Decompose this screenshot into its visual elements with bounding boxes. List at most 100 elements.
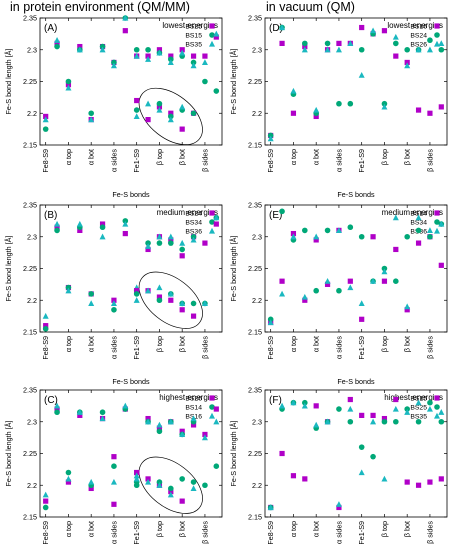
data-point	[167, 233, 174, 240]
data-point	[179, 431, 186, 438]
data-point	[76, 409, 83, 415]
highlight-ellipse	[138, 271, 203, 329]
data-point	[213, 418, 220, 425]
data-point	[392, 214, 399, 221]
y-tick-label: 2.35	[23, 201, 37, 210]
x-tick-label: α sides	[109, 149, 118, 172]
x-tick-label: Fe8-S9	[41, 149, 50, 173]
x-tick-label: β top	[155, 149, 164, 165]
data-point	[110, 62, 117, 69]
data-point	[324, 281, 331, 287]
y-axis-label: Fe-S bond length [Å]	[229, 421, 238, 487]
data-point	[88, 291, 94, 297]
data-point	[156, 233, 163, 240]
right-column-header: in vacuum (QM)	[266, 0, 355, 14]
legend-marker	[434, 210, 440, 216]
data-point	[393, 396, 399, 403]
data-point	[42, 491, 49, 498]
data-point	[415, 399, 422, 406]
data-point	[88, 300, 95, 307]
data-point	[156, 106, 163, 113]
x-tick-label: β top	[155, 336, 164, 352]
legend-label: BS24	[410, 33, 427, 40]
y-tick-label: 2.3	[27, 232, 37, 241]
data-point	[347, 396, 353, 403]
x-tick-label: Fe1-S9	[357, 336, 366, 360]
legend-marker	[434, 32, 440, 38]
y-tick-label: 2.25	[23, 449, 37, 458]
data-point	[54, 409, 60, 416]
panel-label: (D)	[269, 23, 283, 34]
x-tick-label: α sides	[109, 521, 118, 544]
data-point	[88, 485, 94, 492]
legend-marker	[434, 227, 440, 234]
data-point	[202, 78, 208, 85]
x-tick-label: α bot	[87, 336, 96, 352]
data-point	[393, 418, 399, 425]
data-point	[156, 428, 163, 435]
data-point	[190, 479, 197, 485]
data-point	[179, 126, 185, 132]
data-point	[54, 220, 61, 227]
data-point	[267, 319, 274, 326]
x-tick-label: α top	[289, 336, 298, 352]
x-tick-label: α sides	[334, 149, 343, 172]
legend-label: BS24	[185, 211, 202, 218]
data-point	[99, 415, 106, 422]
data-point	[156, 100, 163, 107]
data-point	[393, 53, 399, 59]
data-point	[168, 110, 174, 116]
data-point	[370, 278, 377, 284]
data-point	[335, 227, 342, 233]
data-point	[99, 224, 106, 231]
data-point	[358, 233, 365, 240]
data-point	[290, 87, 297, 94]
data-point	[54, 224, 60, 230]
data-point	[438, 262, 444, 268]
data-point	[313, 421, 320, 428]
data-point	[133, 291, 140, 297]
legend-marker	[209, 40, 215, 47]
data-point	[133, 482, 140, 489]
y-tick-label: 2.35	[248, 14, 262, 23]
data-point	[370, 27, 377, 34]
y-tick-label: 2.2	[252, 296, 262, 305]
data-point	[336, 40, 342, 46]
data-point	[156, 425, 163, 431]
y-tick-label: 2.3	[27, 417, 37, 426]
data-point	[302, 227, 308, 234]
data-point	[370, 234, 376, 240]
y-tick-label: 2.2	[252, 481, 262, 490]
y-tick-label: 2.3	[252, 45, 262, 54]
x-tick-label: Fe8-S9	[266, 521, 275, 545]
data-point	[426, 405, 433, 412]
data-point	[201, 300, 208, 307]
data-point	[168, 53, 174, 59]
data-point	[156, 421, 163, 428]
chart-panel: 2.15 2.2 2.25 2.3 2.35 Fe8-S9 α top α bot α side…	[4, 386, 223, 545]
data-point	[54, 402, 61, 409]
data-point	[359, 316, 365, 322]
data-point	[358, 300, 365, 307]
data-point	[267, 504, 274, 511]
data-point	[77, 412, 83, 418]
x-tick-label: α sides	[334, 521, 343, 544]
y-tick-label: 2.35	[248, 386, 262, 395]
data-point	[290, 473, 297, 479]
x-tick-label: Fe1-S9	[357, 521, 366, 545]
data-point	[358, 469, 365, 476]
x-axis-label: Fe-S bonds	[337, 377, 375, 386]
data-point	[156, 49, 163, 56]
data-point	[359, 24, 365, 31]
data-point	[404, 233, 410, 240]
data-point	[359, 412, 365, 418]
legend-marker	[434, 395, 440, 401]
legend-marker	[434, 23, 440, 29]
data-point	[133, 107, 140, 113]
data-point	[99, 233, 106, 240]
data-point	[438, 476, 444, 482]
chart-panel: 2.15 2.2 2.25 2.3 2.35 Fe8-S9 α top α bot α side…	[4, 201, 223, 386]
data-point	[110, 300, 117, 307]
data-point	[65, 469, 72, 476]
data-point	[302, 476, 308, 482]
